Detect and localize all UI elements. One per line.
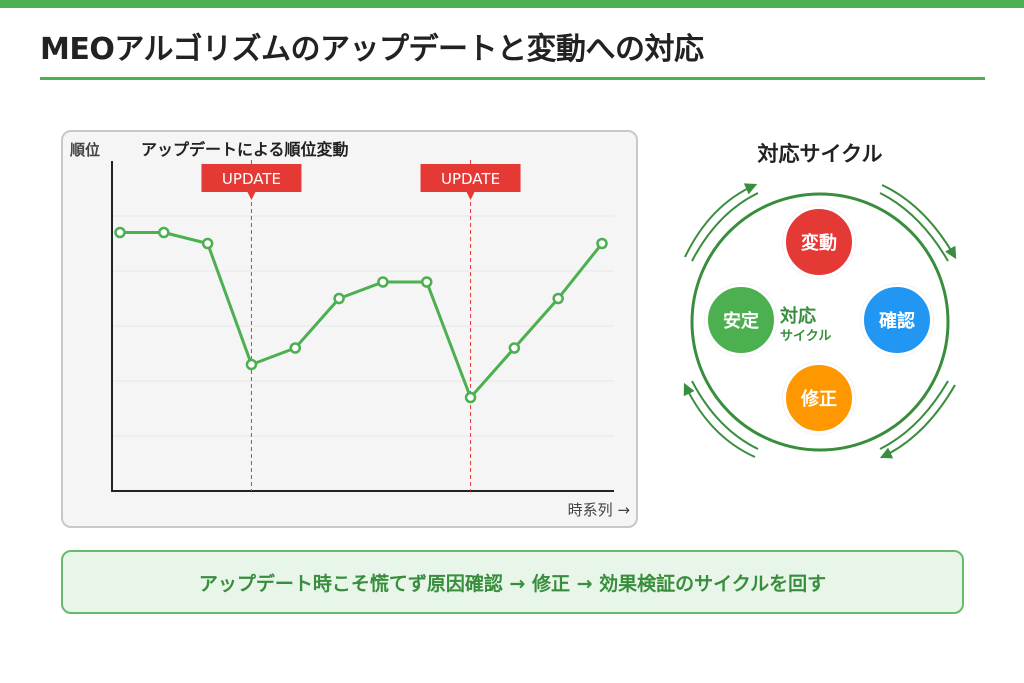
update-markers: UPDATE UPDATE — [201, 160, 521, 491]
rank-data-point — [377, 276, 389, 288]
update-marker-tag — [420, 164, 521, 192]
update-marker-label: UPDATE — [222, 170, 281, 188]
chart-grid — [112, 215, 614, 437]
cycle-arrow-top-right-inner-icon — [879, 192, 949, 262]
update-marker-pointer — [466, 192, 475, 200]
cycle-title: 対応サイクル — [757, 142, 883, 166]
rank-data-point — [289, 342, 302, 354]
cycle-arrow-bottom-right-icon — [879, 384, 956, 459]
cycle-ring — [690, 192, 950, 452]
cycle-arrow-bottom-left-icon — [683, 382, 756, 458]
title-divider — [40, 77, 985, 80]
rank-data-point — [420, 276, 433, 288]
cycle-arrow-top-left-icon — [684, 183, 758, 258]
cycle-node-fix: 修正 — [783, 362, 855, 434]
summary-banner: アップデート時こそ慌てず原因確認 → 修正 → 効果検証のサイクルを回す — [61, 550, 964, 614]
rank-series — [114, 226, 608, 404]
cycle-arrow-top-left-inner-icon — [691, 192, 759, 262]
summary-banner-text: アップデート時こそ慌てず原因確認 → 修正 → 効果検証のサイクルを回す — [198, 572, 827, 595]
page-title: MEOアルゴリズムのアップデートと変動への対応 — [40, 32, 704, 67]
rank-data-point — [114, 226, 126, 239]
update-marker-pointer — [247, 192, 256, 200]
cycle-node-stable: 安定 — [705, 284, 777, 356]
update-marker-label: UPDATE — [441, 170, 500, 188]
rank-data-point — [158, 226, 170, 239]
rank-data-point — [333, 292, 345, 305]
rank-data-point — [508, 342, 521, 354]
rank-chart-panel: 順位 アップデートによる順位変動 時系列 → UPDATE UPDATE — [61, 130, 638, 528]
chart-title: アップデートによる順位変動 — [141, 140, 349, 159]
y-axis-label: 順位 — [69, 141, 100, 159]
cycle-arrows — [683, 183, 957, 459]
rank-data-point — [201, 237, 214, 250]
cycle-center-main: 対応 — [780, 306, 816, 327]
update-marker-tag — [201, 164, 302, 192]
cycle-arrow-bottom-left-inner-icon — [691, 380, 759, 450]
cycle-node-change: 変動 — [783, 206, 855, 278]
rank-data-point — [464, 391, 477, 404]
cycle-arrow-bottom-right-inner-icon — [879, 380, 949, 450]
cycle-arrow-top-right-icon — [881, 184, 957, 260]
top-accent-bar — [0, 0, 1024, 8]
cycle-diagram — [683, 183, 957, 459]
rank-data-point — [245, 358, 258, 371]
cycle-node-confirm: 確認 — [861, 284, 933, 356]
x-axis-label: 時系列 → — [568, 501, 630, 519]
rank-chart: 順位 アップデートによる順位変動 時系列 → UPDATE UPDATE — [69, 140, 630, 519]
rank-series-line — [120, 231, 604, 399]
cycle-center-sub: サイクル — [780, 329, 832, 344]
rank-data-point — [596, 237, 608, 250]
cycle-center-label: 対応 サイクル — [780, 306, 850, 344]
rank-data-point — [552, 292, 564, 305]
